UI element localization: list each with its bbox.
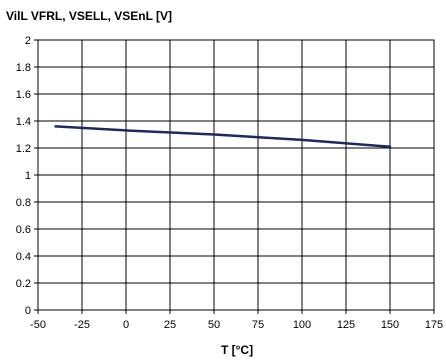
y-tick-label: 1.6 [16, 89, 31, 101]
x-tick-label: 75 [252, 319, 264, 331]
x-tick-label: -50 [30, 319, 46, 331]
y-tick-label: 0 [25, 305, 31, 317]
y-tick-label: 1 [25, 170, 31, 182]
x-tick-label: 125 [337, 319, 355, 331]
series-layer [54, 125, 392, 148]
x-tick-label: 0 [123, 319, 129, 331]
y-tick-label: 1.8 [16, 62, 31, 74]
x-tick-label: -25 [74, 319, 90, 331]
y-tick-label: 0.8 [16, 197, 31, 209]
x-axis-title: T [°C] [221, 343, 253, 357]
y-tick-label: 1.4 [16, 116, 31, 128]
y-tick-label: 2 [25, 35, 31, 47]
grid-layer [34, 39, 435, 314]
y-tick-label: 0.2 [16, 278, 31, 290]
chart-title: VilL VFRL, VSELL, VSEnL [V] [6, 9, 173, 23]
x-tick-label: 50 [208, 319, 220, 331]
tick-labels: -50 -25 0 25 50 75 100 125 150 175 0 0.2 0.4 0.6 0.8 1 1… [16, 35, 443, 331]
x-tick-label: 150 [381, 319, 399, 331]
y-tick-label: 0.6 [16, 224, 31, 236]
x-tick-label: 25 [164, 319, 176, 331]
y-tick-label: 1.2 [16, 143, 31, 155]
y-tick-label: 0.4 [16, 251, 31, 263]
x-tick-label: 175 [425, 319, 443, 331]
x-tick-label: 100 [293, 319, 311, 331]
